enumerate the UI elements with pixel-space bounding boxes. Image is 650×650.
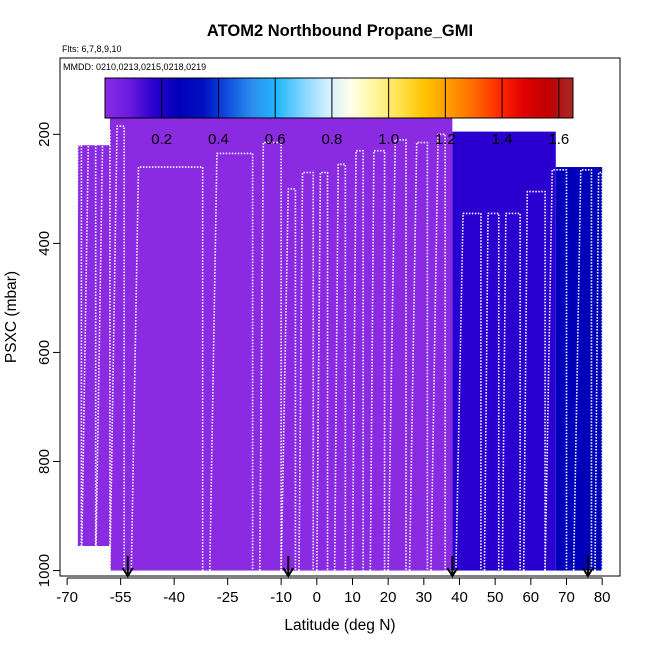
flights-note: Flts: 6,7,8,9,10 bbox=[62, 44, 122, 54]
x-tick-label: 60 bbox=[522, 589, 539, 606]
profile-trace bbox=[80, 130, 97, 571]
profile-trace bbox=[316, 171, 329, 571]
colorbar-tick-label: 0.8 bbox=[321, 131, 342, 148]
x-tick-label: 20 bbox=[380, 589, 397, 606]
colorbar-tick-label: 0.4 bbox=[208, 131, 229, 148]
profile-trace bbox=[280, 188, 297, 571]
x-tick-label: -55 bbox=[110, 589, 132, 606]
x-axis-label: Latitude (deg N) bbox=[284, 617, 395, 634]
y-tick-label: 800 bbox=[36, 449, 53, 474]
x-tick-label: 30 bbox=[415, 589, 432, 606]
profile-trace bbox=[594, 171, 603, 571]
colorbar-tick-label: 1.6 bbox=[548, 131, 569, 148]
colorbar-tick-label: 0.6 bbox=[265, 131, 286, 148]
profile-trace bbox=[94, 128, 111, 571]
dates-note: MMDD: 0210,0213,0215,0218,0219 bbox=[63, 62, 206, 72]
x-tick-label: 70 bbox=[558, 589, 575, 606]
profile-trace bbox=[455, 212, 482, 571]
colorbar bbox=[104, 77, 574, 119]
profile-trace bbox=[351, 149, 364, 571]
x-tick-label: -25 bbox=[217, 589, 239, 606]
chart-title: ATOM2 Northbound Propane_GMI bbox=[207, 22, 473, 40]
arrow-layer bbox=[121, 556, 594, 578]
curtain-layer bbox=[77, 115, 603, 571]
profile-trace bbox=[369, 149, 386, 571]
y-tick-label: 200 bbox=[36, 122, 53, 147]
profile-trace bbox=[408, 141, 429, 571]
x-axis: -70 -55 -40 -25 -10 0 10 20 30 40 50 60 70 80 bbox=[56, 577, 611, 606]
profile-trace bbox=[130, 166, 204, 571]
profile-trace bbox=[501, 212, 521, 571]
profile-trace bbox=[109, 125, 126, 571]
profile-trace bbox=[333, 163, 347, 571]
colorbar-tick-label: 1.0 bbox=[378, 131, 399, 148]
profile-trace bbox=[483, 212, 500, 571]
colorbar-tick-label: 1.4 bbox=[492, 131, 513, 148]
x-tick-label: 50 bbox=[487, 589, 504, 606]
profile-trace bbox=[522, 190, 546, 571]
y-tick-label: 600 bbox=[36, 340, 53, 365]
profile-layer bbox=[73, 125, 603, 571]
x-tick-label: 10 bbox=[344, 589, 361, 606]
x-tick-label: 0 bbox=[313, 589, 321, 606]
profile-trace bbox=[544, 168, 568, 571]
y-tick-label: 400 bbox=[36, 231, 53, 256]
colorbar-tick-label: 0.2 bbox=[151, 131, 172, 148]
profile-trace bbox=[73, 144, 83, 571]
x-tick-label: -70 bbox=[56, 589, 78, 606]
profile-trace bbox=[298, 171, 315, 571]
y-tick-label: 1000 bbox=[36, 554, 53, 587]
colorbar-tick-label: 1.2 bbox=[435, 131, 456, 148]
x-tick-label: 80 bbox=[594, 589, 611, 606]
profile-trace bbox=[572, 168, 593, 571]
x-tick-label: -40 bbox=[163, 589, 185, 606]
profile-trace bbox=[387, 138, 407, 571]
y-axis: 200 400 600 800 1000 bbox=[36, 122, 61, 587]
x-tick-label: 40 bbox=[451, 589, 468, 606]
y-axis-label: PSXC (mbar) bbox=[3, 271, 20, 363]
colorbar-ticks: 0.2 0.4 0.6 0.8 1.0 1.2 1.4 1.6 bbox=[151, 78, 569, 148]
profile-trace bbox=[209, 152, 254, 571]
profile-trace bbox=[258, 141, 282, 571]
x-tick-label: -10 bbox=[270, 589, 292, 606]
